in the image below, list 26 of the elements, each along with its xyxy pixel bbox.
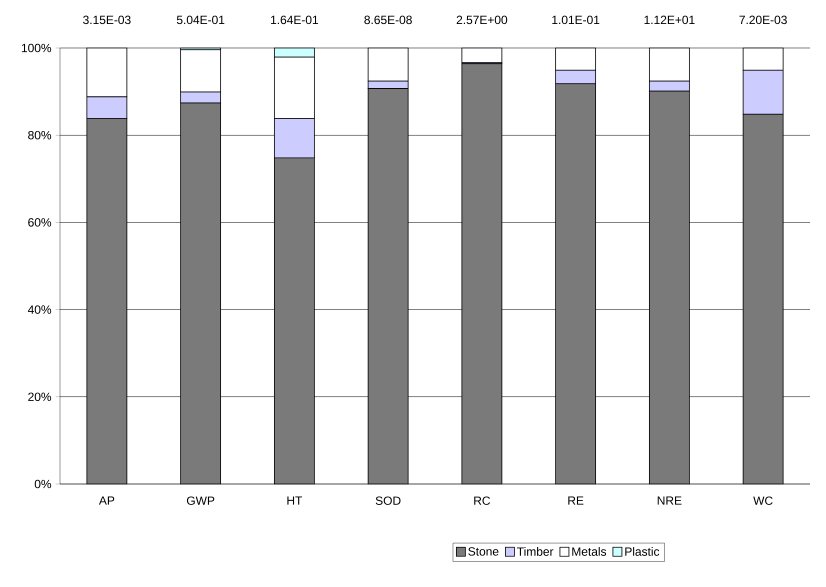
x-tick-label: RC	[474, 496, 490, 505]
x-tick-label: GWP	[186, 496, 214, 505]
y-tick-label: 20%	[28, 392, 52, 402]
text: 1.01E-01	[552, 16, 600, 24]
text: 8.65E-08	[364, 16, 412, 24]
x-tick-label: NRE	[658, 496, 682, 505]
y-tick-label: 100%	[22, 44, 52, 52]
text: 1.64E-01	[271, 16, 318, 24]
x-tick-label: HT	[287, 496, 302, 505]
legend-label: Metals	[572, 547, 606, 556]
y-tick-label: 40%	[28, 305, 52, 314]
x-tick-label: AP	[98, 496, 114, 505]
y-tick-label: 60%	[28, 218, 52, 227]
y-tick-label: 80%	[28, 130, 52, 140]
text: 7.20E-03	[739, 16, 787, 24]
y-tick-label: 0%	[34, 480, 52, 488]
text: 2.57E+00	[456, 16, 508, 24]
legend-label: Plastic	[625, 547, 660, 556]
text: 3.15E-03	[83, 16, 131, 24]
x-tick-label: SOD	[376, 496, 401, 505]
legend-label: Stone	[468, 547, 498, 556]
text: 1.12E+01	[644, 16, 695, 24]
x-tick-label: RE	[568, 496, 584, 505]
text: 5.04E-01	[176, 16, 224, 24]
legend-label: Timber	[517, 547, 554, 556]
x-tick-label: WC	[753, 496, 773, 505]
